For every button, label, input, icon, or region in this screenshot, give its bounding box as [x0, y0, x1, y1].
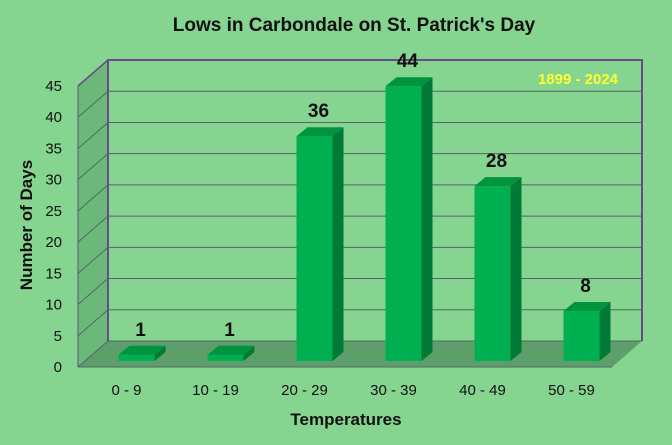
back-wall-border: [107, 59, 643, 341]
bar-top: [385, 77, 433, 87]
chart-title: Lows in Carbondale on St. Patrick's Day: [173, 15, 536, 36]
chart-walls: [78, 60, 642, 367]
x-tick-label: 40 - 49: [459, 382, 506, 399]
bar-front: [474, 186, 511, 361]
bar-front: [118, 354, 155, 361]
bar-2: [296, 127, 344, 361]
y-tick-label: 40: [45, 109, 62, 126]
bars: [118, 77, 611, 361]
y-tick-label: 20: [45, 234, 62, 251]
data-labels: 1 1 36 44 28 8: [135, 51, 591, 341]
data-label: 44: [397, 51, 419, 72]
bar-front: [563, 311, 600, 361]
data-label: 36: [308, 101, 329, 122]
data-label: 28: [486, 151, 507, 172]
back-wall: [108, 60, 642, 341]
x-tick-label: 20 - 29: [281, 382, 328, 399]
bar-side: [599, 302, 611, 361]
y-tick-label: 25: [45, 203, 62, 220]
y-tick-label: 15: [45, 265, 62, 282]
bar-front: [385, 86, 422, 361]
y-tick-label: 45: [45, 78, 62, 95]
bar-top: [296, 127, 344, 137]
x-tick-label: 10 - 19: [192, 382, 239, 399]
bar-side: [154, 345, 166, 361]
bar-top: [118, 345, 166, 355]
bar-side: [332, 127, 344, 361]
bar-5: [563, 302, 611, 361]
side-wall-top-edge: [77, 59, 109, 87]
data-label: 1: [135, 320, 146, 341]
data-label: 1: [224, 320, 235, 341]
y-tick-label: 10: [45, 297, 62, 314]
bar-0: [118, 345, 166, 361]
bar-4: [474, 177, 522, 361]
bar-side: [510, 177, 522, 361]
tick-labels: 0 - 9 10 - 19 20 - 29 30 - 39 40 - 49 50 - 59…: [45, 78, 595, 399]
data-label: 8: [580, 276, 591, 297]
x-tick-label: 30 - 39: [370, 382, 417, 399]
side-wall: [78, 60, 108, 367]
y-tick-label: 5: [54, 328, 62, 345]
y-tick-label: 0: [54, 359, 62, 376]
bar-top: [563, 302, 611, 312]
bar-3: [385, 77, 433, 361]
y-axis-title: Number of Days: [17, 160, 36, 290]
bar-front: [207, 354, 244, 361]
y-tick-label: 35: [45, 140, 62, 157]
year-range-annotation: 1899 - 2024: [538, 71, 619, 88]
y-tick-label: 30: [45, 172, 62, 189]
bar-1: [207, 345, 255, 361]
bar-top: [474, 177, 522, 187]
plot-frame: [77, 59, 643, 368]
bar-side: [421, 77, 433, 361]
x-tick-label: 50 - 59: [548, 382, 595, 399]
x-axis-title: Temperatures: [290, 410, 401, 429]
bar-side: [243, 345, 255, 361]
bar-front: [296, 136, 333, 361]
x-tick-label: 0 - 9: [111, 382, 141, 399]
bar-top: [207, 345, 255, 355]
